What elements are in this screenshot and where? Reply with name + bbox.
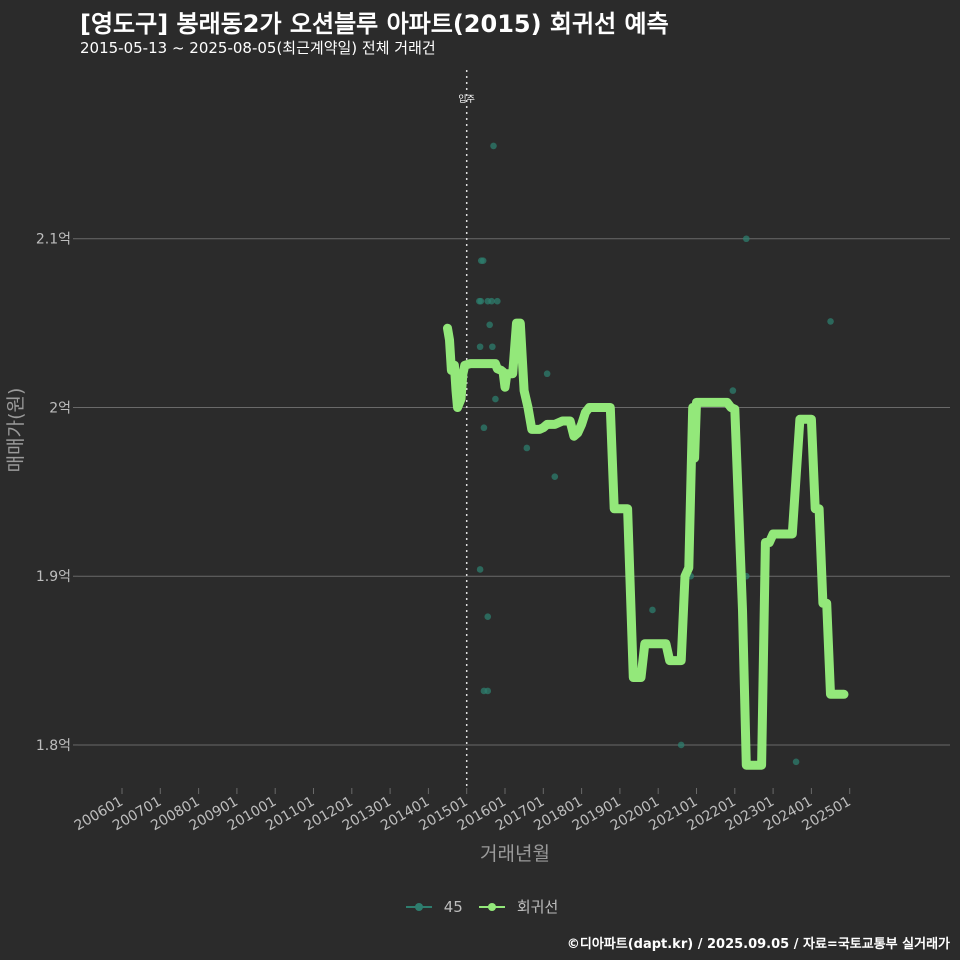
grid-lines (78, 238, 950, 746)
scatter-point (476, 343, 484, 351)
scatter-point (729, 387, 737, 394)
chart-subtitle: 2015-05-13 ~ 2025-08-05(최근계약일) 전체 거래건 (80, 39, 436, 57)
legend-key-regression (475, 897, 509, 917)
y-tick-label: 1.9억 (36, 569, 71, 585)
chart-title: [영도구] 봉래동2가 오션블루 아파트(2015) 회귀선 예측 (80, 10, 669, 38)
scatter-point (492, 395, 499, 403)
scatter-point (742, 235, 750, 243)
scatter-point (486, 321, 493, 329)
move-in-label: 입주 (458, 93, 475, 105)
y-tick-label: 2억 (49, 400, 71, 416)
scatter-point (494, 297, 501, 305)
source-credit: ©디아파트(dapt.kr) / 2025.09.05 / 자료=국토교통부 실… (566, 937, 950, 952)
regression-line (443, 318, 849, 770)
move-in-marker: 입주 (458, 70, 475, 788)
legend-key-45 (402, 897, 436, 917)
x-axis-ticks: 2006012007012008012009012010012011012012… (72, 788, 854, 834)
scatter-point (479, 257, 487, 264)
scatter-point (476, 566, 484, 573)
scatter-point (488, 297, 495, 305)
legend: 45 회귀선 (0, 896, 960, 917)
scatter-point (827, 318, 834, 325)
legend-item-45[interactable]: 45 (402, 897, 463, 917)
scatter-point (490, 142, 497, 150)
scatter-point (543, 370, 551, 378)
scatter-series (476, 142, 834, 766)
legend-label-regression: 회귀선 (516, 898, 559, 916)
scatter-point (489, 343, 496, 351)
scatter-point (480, 424, 488, 432)
y-tick-label: 2.1억 (36, 232, 71, 248)
scatter-point (523, 444, 531, 452)
scatter-point (649, 606, 656, 614)
x-axis-label: 거래년월 (480, 843, 550, 865)
legend-item-regression[interactable]: 회귀선 (475, 896, 558, 917)
scatter-point (677, 741, 685, 749)
scatter-point (477, 297, 485, 305)
regression-series (443, 318, 849, 770)
y-tick-label: 1.8억 (36, 738, 71, 754)
scatter-point (792, 758, 800, 766)
scatter-point (551, 473, 559, 480)
legend-label-45: 45 (443, 897, 463, 916)
scatter-point (484, 613, 492, 621)
y-axis-label: 매매가(원) (5, 388, 27, 473)
y-axis-ticks: 1.8억 1.9억 2억 2.1억 (36, 232, 78, 754)
scatter-point (484, 687, 492, 695)
